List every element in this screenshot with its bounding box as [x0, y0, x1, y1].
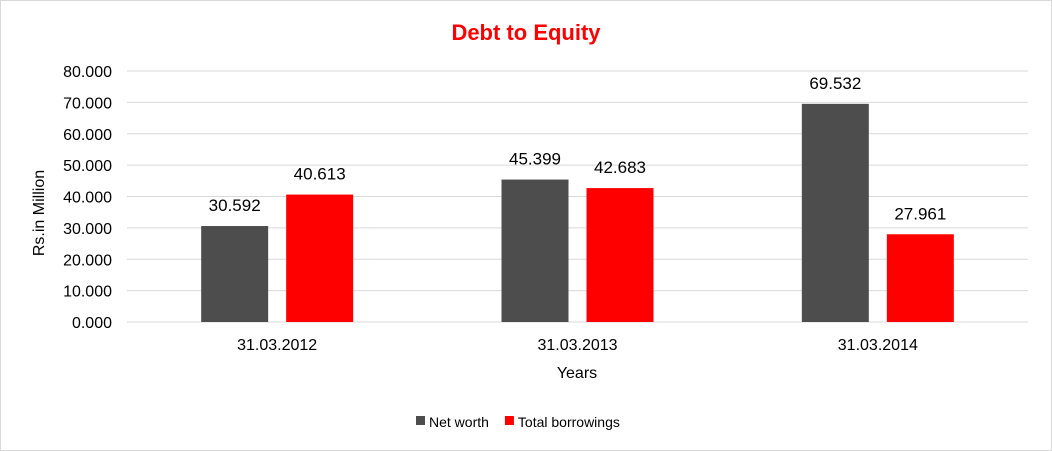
legend-swatch — [416, 416, 425, 425]
y-tick-label: 50.000 — [63, 158, 112, 175]
y-tick-label: 0.000 — [72, 315, 112, 332]
y-tick-label: 30.000 — [63, 221, 112, 238]
bar-value-label: 45.399 — [509, 150, 561, 169]
x-tick-label: 31.03.2014 — [838, 337, 918, 354]
x-tick-label: 31.03.2013 — [537, 337, 617, 354]
bar-value-label: 40.613 — [294, 165, 346, 184]
y-tick-label: 20.000 — [63, 252, 112, 269]
chart-title: Debt to Equity — [451, 20, 601, 45]
legend: Net worth Total borrowings — [416, 414, 620, 430]
bar — [501, 179, 569, 322]
y-axis-ticks: 0.000 10.000 20.000 30.000 40.000 50.000 60.00… — [63, 64, 112, 332]
gridlines — [127, 70, 1028, 323]
y-tick-label: 40.000 — [63, 190, 112, 207]
bar — [886, 234, 954, 322]
bar — [586, 188, 654, 322]
x-axis-title: Years — [557, 365, 597, 382]
y-axis-title: Rs.in Million — [31, 170, 48, 256]
y-tick-label: 10.000 — [63, 284, 112, 301]
bar — [201, 226, 269, 322]
legend-label: Net worth — [429, 414, 489, 430]
y-tick-label: 80.000 — [63, 64, 112, 81]
bar-value-label: 30.592 — [209, 196, 261, 215]
y-tick-label: 70.000 — [63, 95, 112, 112]
bar — [286, 194, 354, 322]
bars — [201, 103, 954, 322]
legend-label: Total borrowings — [518, 414, 620, 430]
legend-swatch — [504, 416, 514, 425]
y-tick-label: 60.000 — [63, 127, 112, 144]
bar — [801, 103, 869, 322]
bar-value-label: 27.961 — [894, 204, 946, 223]
bar-value-label: 42.683 — [594, 158, 646, 177]
bar-value-label: 69.532 — [809, 74, 861, 93]
value-labels: 30.592 40.613 45.399 42.683 69.532 27.961 — [209, 74, 947, 223]
x-axis-ticks: 31.03.2012 31.03.2013 31.03.2014 — [237, 337, 918, 354]
x-tick-label: 31.03.2012 — [237, 337, 317, 354]
